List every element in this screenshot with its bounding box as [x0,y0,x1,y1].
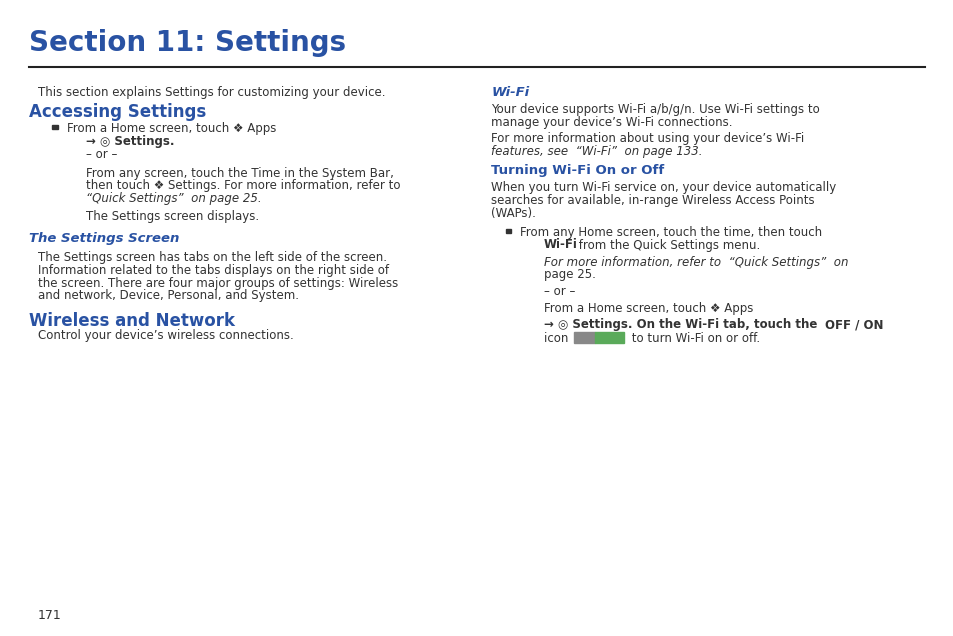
Text: → ◎ Settings.: → ◎ Settings. [86,135,174,148]
Text: OFF / ON: OFF / ON [824,318,882,331]
Text: For more information about using your device’s Wi-Fi: For more information about using your de… [491,132,803,145]
Text: Wireless and Network: Wireless and Network [29,312,234,329]
Text: Control your device’s wireless connections.: Control your device’s wireless connectio… [38,329,294,342]
Text: features, see  “Wi-Fi”  on page 133.: features, see “Wi-Fi” on page 133. [491,145,702,158]
Text: Information related to the tabs displays on the right side of: Information related to the tabs displays… [38,264,389,277]
Text: The Settings screen has tabs on the left side of the screen.: The Settings screen has tabs on the left… [38,251,387,264]
Bar [505,229,511,233]
Text: The Settings Screen: The Settings Screen [29,232,179,245]
Text: For more information, refer to  “Quick Settings”  on: For more information, refer to “Quick Se… [543,256,847,268]
Text: Wi-Fi: Wi-Fi [543,238,578,251]
Text: Your device supports Wi-Fi a/b/g/n. Use Wi-Fi settings to: Your device supports Wi-Fi a/b/g/n. Use … [491,103,820,116]
Text: – or –: – or – [543,285,575,298]
Text: – or –: – or – [86,148,117,160]
Text: to turn Wi-Fi on or off.: to turn Wi-Fi on or off. [627,332,759,345]
Text: From a Home screen, touch ❖ Apps: From a Home screen, touch ❖ Apps [67,122,275,135]
Text: Wi-Fi: Wi-Fi [491,86,529,99]
Text: icon: icon [543,332,571,345]
Text: Turning Wi-Fi On or Off: Turning Wi-Fi On or Off [491,164,664,177]
Text: From any Home screen, touch the time, then touch: From any Home screen, touch the time, th… [519,226,821,238]
Text: Accessing Settings: Accessing Settings [29,103,206,121]
Text: and network, Device, Personal, and System.: and network, Device, Personal, and Syste… [38,289,299,302]
Text: (WAPs).: (WAPs). [491,207,536,219]
Text: page 25.: page 25. [543,268,595,281]
Text: “Quick Settings”  on page 25.: “Quick Settings” on page 25. [86,192,261,205]
Text: From a Home screen, touch ❖ Apps: From a Home screen, touch ❖ Apps [543,302,752,315]
Text: 171: 171 [38,609,62,622]
Text: Section 11: Settings: Section 11: Settings [29,29,345,57]
Text: This section explains Settings for customizing your device.: This section explains Settings for custo… [38,86,385,99]
Text: from the Quick Settings menu.: from the Quick Settings menu. [575,238,760,251]
Bar [595,332,623,343]
Text: The Settings screen displays.: The Settings screen displays. [86,210,258,223]
Bar [574,332,595,343]
Bar [52,125,58,129]
Text: manage your device’s Wi-Fi connections.: manage your device’s Wi-Fi connections. [491,116,732,128]
Text: From any screen, touch the Time in the System Bar,: From any screen, touch the Time in the S… [86,167,394,179]
Text: then touch ❖ Settings. For more information, refer to: then touch ❖ Settings. For more informat… [86,179,400,192]
Text: the screen. There are four major groups of settings: Wireless: the screen. There are four major groups … [38,277,398,289]
Text: When you turn Wi-Fi service on, your device automatically: When you turn Wi-Fi service on, your dev… [491,181,836,194]
Text: searches for available, in-range Wireless Access Points: searches for available, in-range Wireles… [491,194,814,207]
Text: → ◎ Settings. On the Wi-Fi tab, touch the: → ◎ Settings. On the Wi-Fi tab, touch th… [543,318,821,331]
